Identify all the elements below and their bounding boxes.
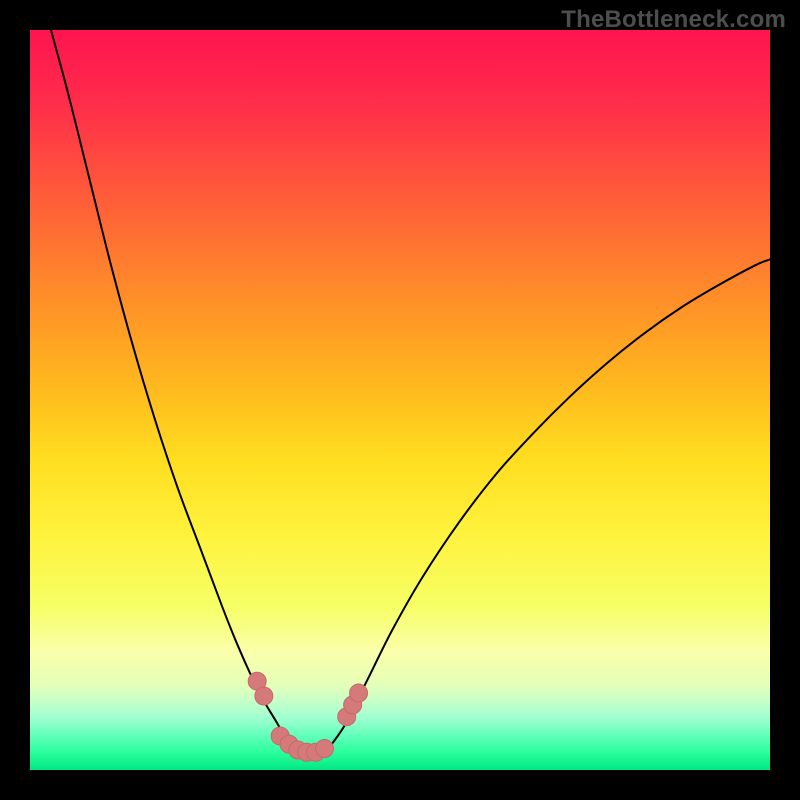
data-marker [255, 687, 273, 705]
plot-area [30, 30, 770, 770]
bottleneck-curve-chart [30, 30, 770, 770]
data-marker [350, 684, 368, 702]
chart-frame: TheBottleneck.com [0, 0, 800, 800]
data-marker [316, 740, 334, 758]
watermark-text: TheBottleneck.com [561, 6, 786, 34]
gradient-background [30, 30, 770, 770]
